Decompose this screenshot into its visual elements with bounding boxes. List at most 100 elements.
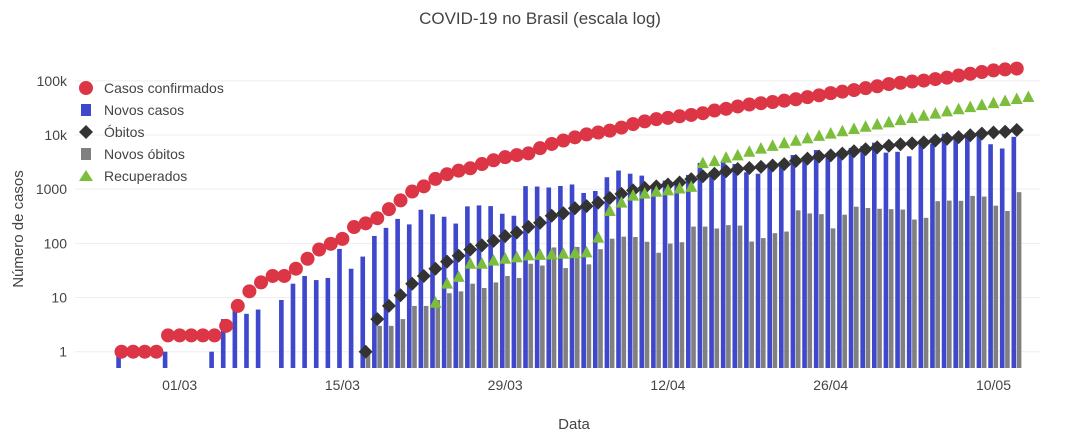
bar-novos-obitos xyxy=(621,236,627,368)
point-obitos xyxy=(486,233,501,248)
bar-novos-casos xyxy=(802,156,807,368)
bar-novos-obitos xyxy=(912,219,917,368)
point-recuperados xyxy=(1010,92,1023,105)
x-tick-label: 10/05 xyxy=(976,377,1011,393)
bar-novos-casos xyxy=(720,161,726,368)
point-casos-confirmados xyxy=(672,109,687,124)
bar-novos-obitos xyxy=(667,243,673,368)
point-obitos xyxy=(393,288,408,303)
legend-label: Recuperados xyxy=(104,168,187,184)
point-casos-confirmados xyxy=(451,163,466,178)
bar-novos-casos xyxy=(209,351,214,368)
bar-novos-obitos xyxy=(958,200,964,368)
point-casos-confirmados xyxy=(637,114,652,129)
point-recuperados xyxy=(789,134,802,146)
point-obitos xyxy=(928,133,943,148)
point-recuperados xyxy=(452,270,465,282)
point-recuperados xyxy=(592,231,605,243)
point-recuperados xyxy=(975,98,988,111)
bar-novos-casos xyxy=(383,227,389,368)
bar-novos-casos xyxy=(906,156,912,368)
point-casos-confirmados xyxy=(579,127,594,142)
point-casos-confirmados xyxy=(777,93,792,108)
point-recuperados xyxy=(940,104,953,117)
point-casos-confirmados xyxy=(916,73,931,88)
point-recuperados xyxy=(836,124,849,137)
bar-novos-casos xyxy=(488,206,493,368)
point-recuperados xyxy=(952,102,965,115)
point-casos-confirmados xyxy=(707,103,722,118)
point-recuperados xyxy=(603,204,616,217)
point-casos-confirmados xyxy=(149,344,164,359)
bar-novos-obitos xyxy=(563,268,568,368)
bar-novos-obitos xyxy=(726,225,731,368)
bar-novos-casos xyxy=(511,215,517,368)
point-casos-confirmados xyxy=(370,211,385,226)
x-tick-label: 01/03 xyxy=(162,377,197,393)
bar-novos-obitos xyxy=(656,252,661,368)
point-recuperados xyxy=(813,129,826,141)
bar-novos-obitos xyxy=(388,325,394,368)
point-casos-confirmados xyxy=(312,242,327,257)
y-axis-title: Número de casos xyxy=(10,170,27,288)
y-tick-label: 100 xyxy=(44,235,68,251)
bar-novos-casos xyxy=(767,167,772,368)
bar-novos-obitos xyxy=(888,209,894,368)
point-casos-confirmados xyxy=(556,133,571,148)
point-obitos xyxy=(591,195,606,210)
point-casos-confirmados xyxy=(893,75,908,90)
point-casos-confirmados xyxy=(846,83,861,98)
point-obitos xyxy=(567,201,582,216)
chart-title: COVID-19 no Brasil (escala log) xyxy=(419,9,661,28)
point-casos-confirmados xyxy=(509,148,524,163)
point-obitos xyxy=(509,225,524,240)
bar-novos-obitos xyxy=(900,209,906,368)
bar-novos-casos xyxy=(499,213,505,368)
bar-novos-obitos xyxy=(516,277,522,368)
point-casos-confirmados xyxy=(695,106,710,121)
bar-novos-casos xyxy=(674,183,679,368)
point-recuperados xyxy=(615,196,628,208)
bar-novos-obitos xyxy=(877,208,882,368)
bar-novos-casos xyxy=(244,313,249,368)
point-casos-confirmados xyxy=(428,171,443,186)
legend: Casos confirmados Novos casos Óbitos Novos … xyxy=(79,80,224,184)
point-casos-confirmados xyxy=(242,284,257,299)
point-casos-confirmados xyxy=(219,318,234,333)
bar-novos-obitos xyxy=(737,225,743,368)
bar-novos-casos xyxy=(430,214,435,368)
bar-novos-obitos xyxy=(644,241,650,368)
point-obitos xyxy=(602,191,617,206)
point-recuperados xyxy=(708,154,721,167)
bar-novos-casos xyxy=(709,171,714,368)
bar-novos-casos xyxy=(325,277,331,368)
bar-novos-casos xyxy=(290,283,296,368)
bar-novos-casos xyxy=(162,351,168,368)
point-casos-confirmados xyxy=(207,328,222,343)
point-obitos xyxy=(498,229,513,244)
point-casos-confirmados xyxy=(870,79,885,94)
bar-novos-obitos xyxy=(1016,192,1022,368)
legend-label: Novos casos xyxy=(104,102,184,118)
point-obitos xyxy=(556,206,571,221)
point-casos-confirmados xyxy=(265,268,280,283)
point-obitos xyxy=(707,166,722,181)
bar-novos-obitos xyxy=(609,238,615,368)
bar-novos-obitos xyxy=(795,210,801,368)
bar-novos-obitos xyxy=(598,249,603,368)
bar-novos-casos xyxy=(348,268,354,368)
bar-novos-obitos xyxy=(528,263,534,368)
point-obitos xyxy=(521,219,536,234)
bar-novos-obitos xyxy=(993,205,999,368)
bar-novos-casos xyxy=(1011,136,1017,368)
point-casos-confirmados xyxy=(288,261,303,276)
point-obitos xyxy=(963,128,978,143)
point-casos-confirmados xyxy=(928,72,943,87)
bars xyxy=(116,133,1022,368)
point-obitos xyxy=(800,151,815,166)
point-obitos xyxy=(777,157,792,172)
bar-novos-casos xyxy=(790,154,796,368)
y-axis-ticks: 1 10 100 1000 10k 100k xyxy=(36,73,68,360)
point-casos-confirmados xyxy=(753,96,768,111)
